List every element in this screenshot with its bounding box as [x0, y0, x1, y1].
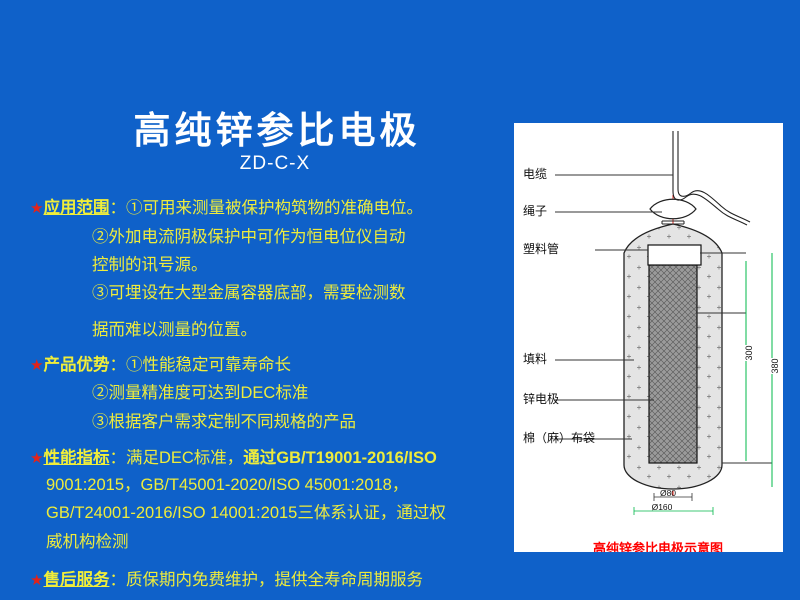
svg-text:300: 300	[744, 345, 754, 360]
svg-text:填料: 填料	[523, 352, 547, 366]
svg-text:绳子: 绳子	[523, 204, 547, 218]
svg-text:锌电极: 锌电极	[523, 392, 559, 406]
svg-text:Ø80: Ø80	[660, 488, 676, 498]
svg-text:高纯锌参比电极示意图: 高纯锌参比电极示意图	[593, 541, 723, 552]
svg-text:塑料管: 塑料管	[523, 241, 559, 256]
svg-text:380: 380	[770, 358, 780, 373]
svg-text:电缆: 电缆	[523, 167, 547, 181]
svg-text:棉（麻）布袋: 棉（麻）布袋	[523, 430, 595, 445]
svg-text:Ø160: Ø160	[652, 502, 673, 512]
